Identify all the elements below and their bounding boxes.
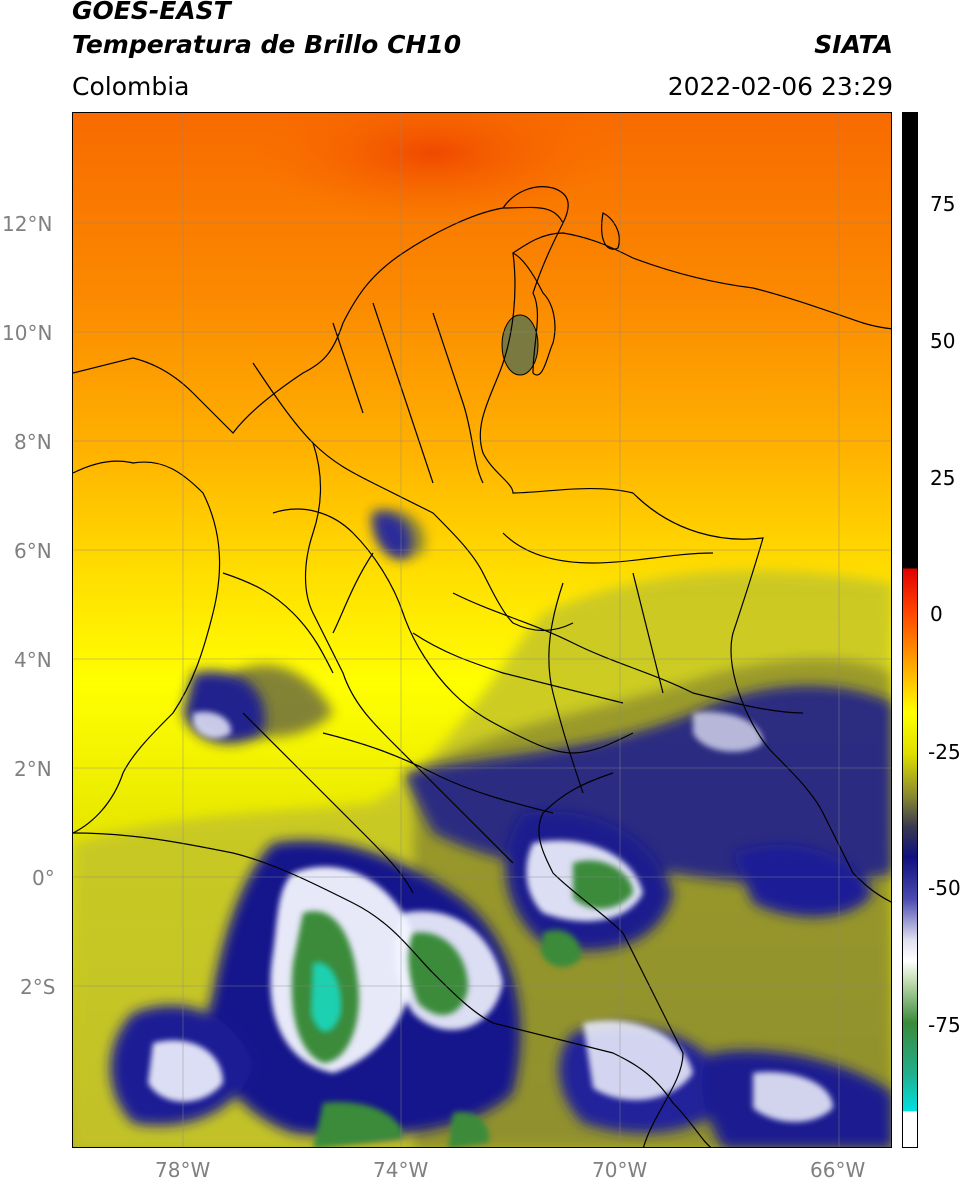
datetime-label: 2022-02-06 23:29 — [667, 72, 893, 101]
lat-tick-2n: 2°N — [14, 757, 52, 781]
colorbar-tick-50: 50 — [930, 329, 956, 353]
colorbar-tick-25: 25 — [930, 466, 956, 490]
temperature-colorbar — [902, 112, 918, 1148]
lat-tick-0: 0° — [32, 866, 55, 890]
borders — [73, 186, 891, 1147]
graticule — [73, 113, 891, 1147]
lat-tick-10n: 10°N — [2, 321, 53, 345]
colorbar-scale — [903, 113, 917, 1147]
product-title: Temperatura de Brillo CH10 — [72, 30, 462, 59]
colorbar-tick-75: 75 — [930, 192, 956, 216]
lon-tick-70w: 70°W — [592, 1158, 648, 1182]
colorbar-tick-0: 0 — [930, 602, 943, 626]
colorbar-tick-minus50: -50 — [928, 876, 961, 900]
warm-region — [253, 113, 613, 223]
map-canvas — [73, 113, 891, 1147]
lat-tick-2s: 2°S — [20, 975, 56, 999]
satellite-title: GOES-EAST — [72, 0, 231, 25]
lat-tick-6n: 6°N — [14, 539, 52, 563]
cloud-cover — [73, 510, 891, 1147]
lon-tick-78w: 78°W — [155, 1158, 211, 1182]
colorbar-tick-minus25: -25 — [928, 740, 961, 764]
region-label: Colombia — [72, 72, 190, 101]
lat-tick-4n: 4°N — [14, 648, 52, 672]
institution-title: SIATA — [814, 30, 893, 59]
lat-tick-12n: 12°N — [2, 212, 53, 236]
lake-maracaibo — [501, 314, 539, 376]
brightness-temperature-map — [72, 112, 892, 1148]
lat-tick-8n: 8°N — [14, 430, 52, 454]
lon-tick-74w: 74°W — [373, 1158, 429, 1182]
lon-tick-66w: 66°W — [810, 1158, 866, 1182]
colorbar-tick-minus75: -75 — [928, 1013, 961, 1037]
